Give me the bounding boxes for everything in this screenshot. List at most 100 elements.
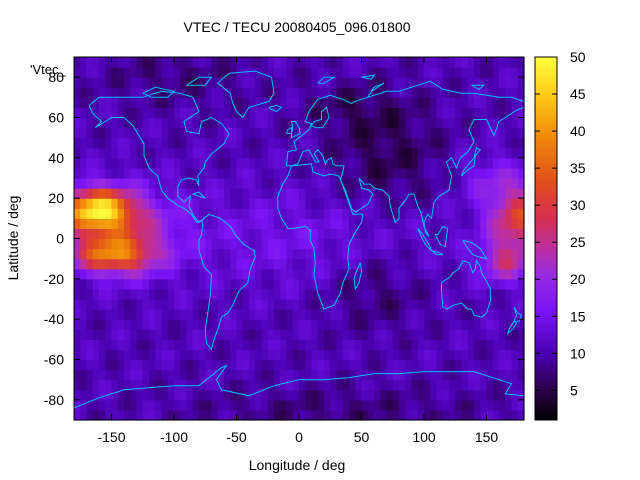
heatmap-cell [199,127,206,139]
heatmap-cell [467,147,475,159]
heatmap-cell [255,339,263,351]
heatmap-cell [517,127,525,139]
heatmap-cell [430,67,438,78]
heatmap-cell [424,399,431,411]
heatmap-cell [249,299,256,310]
heatmap-cell [342,359,350,371]
heatmap-cell [217,137,225,149]
heatmap-cell [330,208,338,219]
heatmap-cell [230,288,238,300]
heatmap-cell [280,309,288,320]
heatmap-cell [255,349,263,361]
heatmap-cell [149,87,156,98]
heatmap-cell [174,137,181,149]
heatmap-cell [74,157,81,169]
heatmap-cell [474,107,481,119]
heatmap-cell [205,188,213,199]
heatmap-cell [499,309,506,320]
heatmap-cell [330,67,338,78]
heatmap-cell [286,389,294,401]
heatmap-cell [355,127,363,139]
heatmap-cell [324,329,331,340]
heatmap-cell [499,299,506,310]
heatmap-cell [330,238,338,250]
heatmap-cell [299,238,306,250]
heatmap-cell [355,339,363,351]
heatmap-cell [361,288,369,300]
heatmap-cell [149,77,156,88]
heatmap-cell [499,167,506,179]
heatmap-cell [355,208,363,219]
heatmap-cell [411,349,419,361]
heatmap-cell [86,127,94,139]
heatmap-cell [380,127,388,139]
heatmap-cell [374,319,381,330]
heatmap-cell [480,147,488,159]
heatmap-cell [386,97,394,109]
heatmap-cell [511,178,519,189]
heatmap-cell [249,359,256,371]
heatmap-cell [286,57,294,68]
heatmap-cell [249,228,256,240]
heatmap-cell [74,107,81,119]
heatmap-cell [99,218,106,230]
heatmap-cell [311,87,319,98]
heatmap-cell [267,399,275,411]
heatmap-cell [99,369,106,381]
heatmap-cell [105,178,113,189]
heatmap-cell [330,77,338,88]
heatmap-cell [517,248,525,260]
heatmap-cell [299,288,306,300]
heatmap-cell [267,248,275,260]
heatmap-cell [305,278,313,290]
heatmap-cell [230,87,238,98]
heatmap-cell [305,309,313,320]
heatmap-cell [430,359,438,371]
heatmap-cell [380,107,388,119]
heatmap-cell [317,399,325,411]
heatmap-cell [311,268,319,280]
x-tick-label: -100 [160,429,188,445]
heatmap-cell [174,228,181,240]
heatmap-cell [324,409,331,421]
heatmap-cell [417,258,425,270]
heatmap-cell [424,329,431,340]
heatmap-cell [167,147,175,159]
heatmap-cell [242,147,250,159]
heatmap-cell [317,278,325,290]
heatmap-cell [386,77,394,88]
heatmap-cell [80,127,88,139]
heatmap-cell [505,268,513,280]
heatmap-cell [86,288,94,300]
heatmap-cell [399,218,406,230]
heatmap-cell [261,409,269,421]
heatmap-cell [505,77,513,88]
heatmap-cell [299,178,306,189]
heatmap-cell [486,157,494,169]
heatmap-cell [155,117,163,129]
heatmap-cell [92,188,100,199]
heatmap-cell [511,319,519,330]
heatmap-cell [142,107,150,119]
heatmap-cell [249,127,256,139]
heatmap-cell [224,147,231,159]
heatmap-cell [399,409,406,421]
heatmap-cell [186,188,194,199]
heatmap-cell [449,218,456,230]
heatmap-cell [142,147,150,159]
heatmap-cell [180,369,188,381]
heatmap-cell [155,107,163,119]
heatmap-cell [105,97,113,109]
heatmap-cell [280,208,288,219]
heatmap-cell [436,228,444,240]
heatmap-cell [505,319,513,330]
heatmap-cell [74,389,81,401]
heatmap-cell [449,329,456,340]
heatmap-cell [255,87,263,98]
heatmap-cell [324,167,331,179]
heatmap-cell [492,107,500,119]
heatmap-cell [380,117,388,129]
heatmap-cell [455,309,463,320]
heatmap-cell [105,248,113,260]
heatmap-cell [311,389,319,401]
